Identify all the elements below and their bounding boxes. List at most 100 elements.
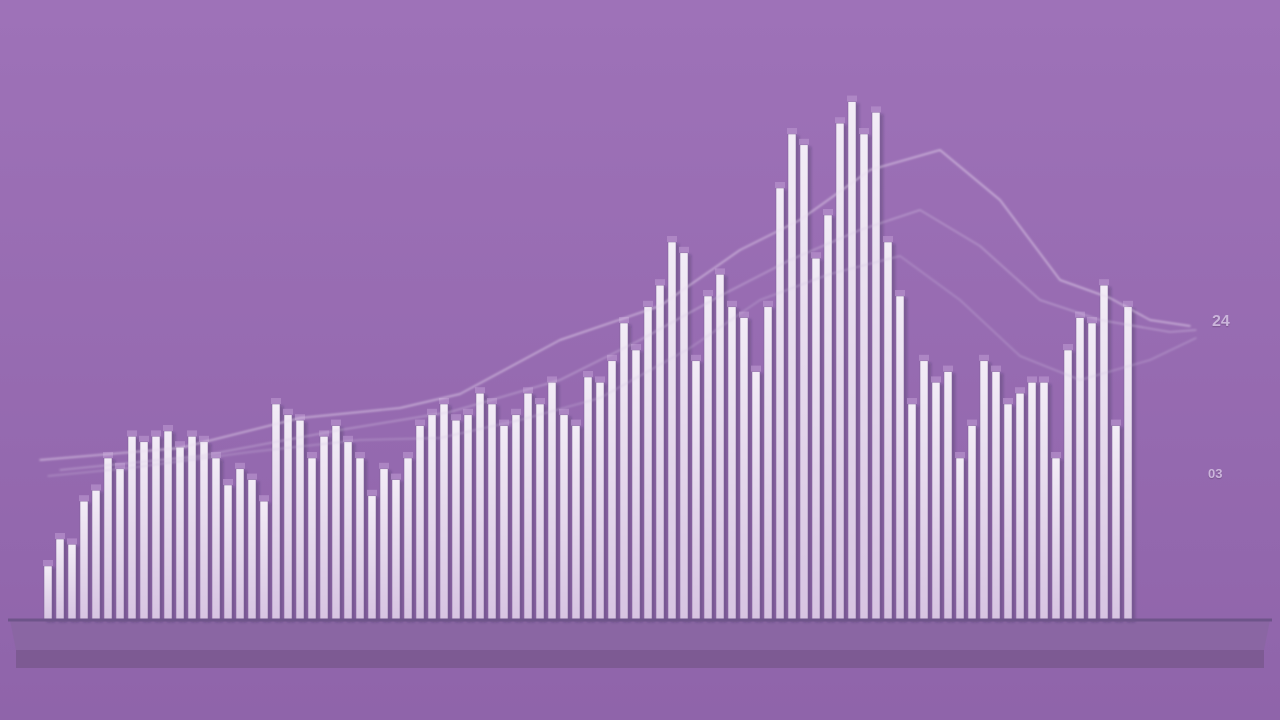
bar (116, 469, 124, 620)
bar-cap (703, 290, 713, 296)
bar (896, 296, 904, 620)
bar-cap (175, 441, 185, 447)
bar-cap (859, 128, 869, 134)
bar-cap (595, 376, 605, 382)
ytick-label: 24 (1212, 313, 1230, 331)
bar (584, 377, 592, 620)
bar-cap (535, 398, 545, 404)
bar-cap (271, 398, 281, 404)
bar (1040, 382, 1048, 620)
bar-cap (1039, 376, 1049, 382)
bar-cap (511, 409, 521, 415)
bar (536, 404, 544, 620)
bar (740, 318, 748, 620)
bar (548, 382, 556, 620)
bar (284, 415, 292, 620)
bar (488, 404, 496, 620)
bar (380, 469, 388, 620)
bar (128, 436, 136, 620)
bar-cap (559, 409, 569, 415)
chart-container: 24 03 (0, 0, 1280, 720)
bar (572, 426, 580, 620)
bar (356, 458, 364, 620)
bar (656, 285, 664, 620)
bar-cap (451, 414, 461, 420)
bar (752, 372, 760, 620)
ytick-label: 03 (1208, 466, 1222, 481)
bar-cap (151, 430, 161, 436)
bar-cap (307, 452, 317, 458)
bar-cap (919, 355, 929, 361)
bar (812, 258, 820, 620)
bar-cap (1099, 279, 1109, 285)
bar (944, 372, 952, 620)
bar (716, 274, 724, 620)
bar (260, 501, 268, 620)
bar (1028, 382, 1036, 620)
bar-cap (331, 420, 341, 426)
bar-cap (247, 474, 257, 480)
bar (1064, 350, 1072, 620)
bar (1112, 426, 1120, 620)
bar-cap (1087, 317, 1097, 323)
bar (200, 442, 208, 620)
bar (836, 123, 844, 620)
bar-cap (79, 495, 89, 501)
bar (860, 134, 868, 620)
bar-cap (655, 279, 665, 285)
bar (80, 501, 88, 620)
bar-cap (463, 409, 473, 415)
bar-cap (259, 495, 269, 501)
bar-cap (355, 452, 365, 458)
bar (296, 420, 304, 620)
bar (968, 426, 976, 620)
bar-cap (1003, 398, 1013, 404)
bar (500, 426, 508, 620)
bar (1124, 307, 1132, 620)
bar-cap (55, 533, 65, 539)
baseline-shelf (10, 620, 1270, 668)
bar-cap (943, 366, 953, 372)
bar (728, 307, 736, 620)
bar (344, 442, 352, 620)
bar-cap (955, 452, 965, 458)
bar (1004, 404, 1012, 620)
bar-cap (403, 452, 413, 458)
bar (188, 436, 196, 620)
bar (404, 458, 412, 620)
bar (476, 393, 484, 620)
bar (68, 544, 76, 620)
bar-cap (715, 268, 725, 274)
bar (1100, 285, 1108, 620)
bar-cap (1111, 420, 1121, 426)
bar-cap (571, 420, 581, 426)
bar (1076, 318, 1084, 620)
bar-cap (67, 538, 77, 544)
bar (884, 242, 892, 620)
bar (332, 426, 340, 620)
bar (596, 382, 604, 620)
bar-cap (931, 376, 941, 382)
bar (692, 361, 700, 620)
bar (368, 496, 376, 620)
bar (248, 480, 256, 620)
bar-cap (823, 209, 833, 215)
bar (644, 307, 652, 620)
bar-cap (43, 560, 53, 566)
bar (632, 350, 640, 620)
bar (668, 242, 676, 620)
bar (464, 415, 472, 620)
bar-cap (163, 425, 173, 431)
bar (908, 404, 916, 620)
bar-cap (583, 371, 593, 377)
bar-cap (475, 387, 485, 393)
bar (992, 372, 1000, 620)
bar-cap (223, 479, 233, 485)
bar-cap (799, 139, 809, 145)
bar-cap (763, 301, 773, 307)
bar (788, 134, 796, 620)
bar (776, 188, 784, 620)
bar-cap (979, 355, 989, 361)
bar-cap (391, 474, 401, 480)
bar-cap (739, 312, 749, 318)
